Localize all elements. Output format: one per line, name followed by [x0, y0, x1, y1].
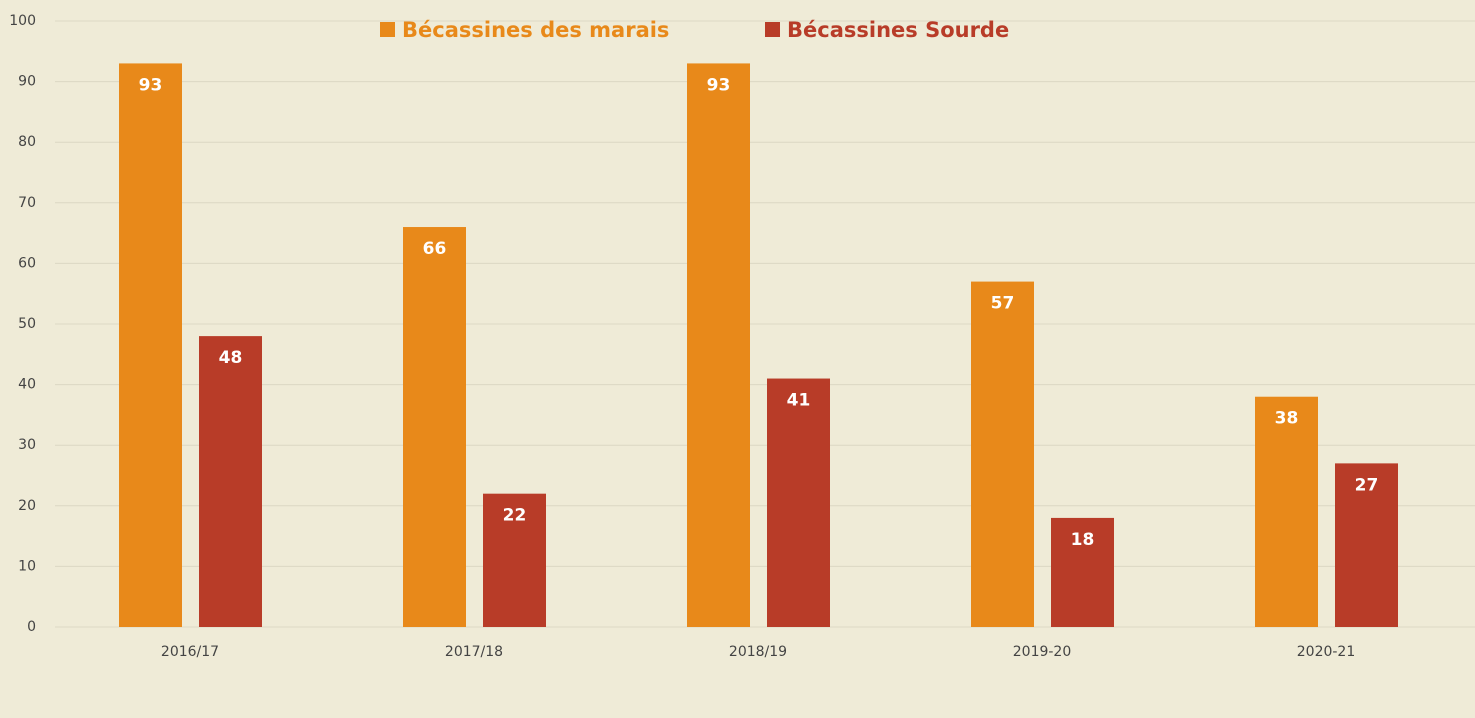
x-tick-label: 2019-20: [1013, 644, 1072, 660]
data-label: 48: [219, 348, 243, 368]
bar: [403, 227, 466, 627]
legend-swatch: [765, 22, 780, 37]
bar: [119, 63, 182, 627]
chart: 0 10 20 30 40 50 60 70 80 90 100 2016/17 93 48 2017/18…: [0, 0, 1475, 718]
y-tick-label: 0: [27, 619, 36, 635]
data-label: 18: [1071, 530, 1095, 550]
bar: [199, 336, 262, 627]
y-tick-label: 60: [18, 255, 36, 271]
legend-label: Bécassines des marais: [402, 18, 669, 42]
y-tick-label: 20: [18, 498, 36, 514]
data-label: 41: [787, 391, 811, 411]
y-tick-label: 40: [18, 377, 36, 393]
data-label: 93: [707, 75, 731, 95]
bar: [767, 379, 830, 627]
bar: [1255, 397, 1318, 627]
bar: [971, 282, 1034, 627]
x-tick-label: 2017/18: [445, 644, 503, 660]
data-label: 66: [423, 239, 447, 259]
y-tick-label: 100: [9, 13, 36, 29]
legend-swatch: [380, 22, 395, 37]
data-label: 22: [503, 506, 527, 526]
y-tick-label: 50: [18, 316, 36, 332]
y-tick-label: 90: [18, 74, 36, 90]
data-label: 27: [1355, 475, 1379, 495]
data-label: 57: [991, 294, 1015, 314]
bar: [687, 63, 750, 627]
y-tick-label: 30: [18, 437, 36, 453]
y-tick-label: 10: [18, 558, 36, 574]
x-tick-label: 2018/19: [729, 644, 787, 660]
y-tick-label: 70: [18, 195, 36, 211]
legend-label: Bécassines Sourde: [787, 18, 1009, 42]
y-tick-label: 80: [18, 134, 36, 150]
x-tick-label: 2016/17: [161, 644, 219, 660]
data-label: 38: [1275, 409, 1299, 429]
data-label: 93: [139, 75, 163, 95]
x-tick-label: 2020-21: [1297, 644, 1356, 660]
